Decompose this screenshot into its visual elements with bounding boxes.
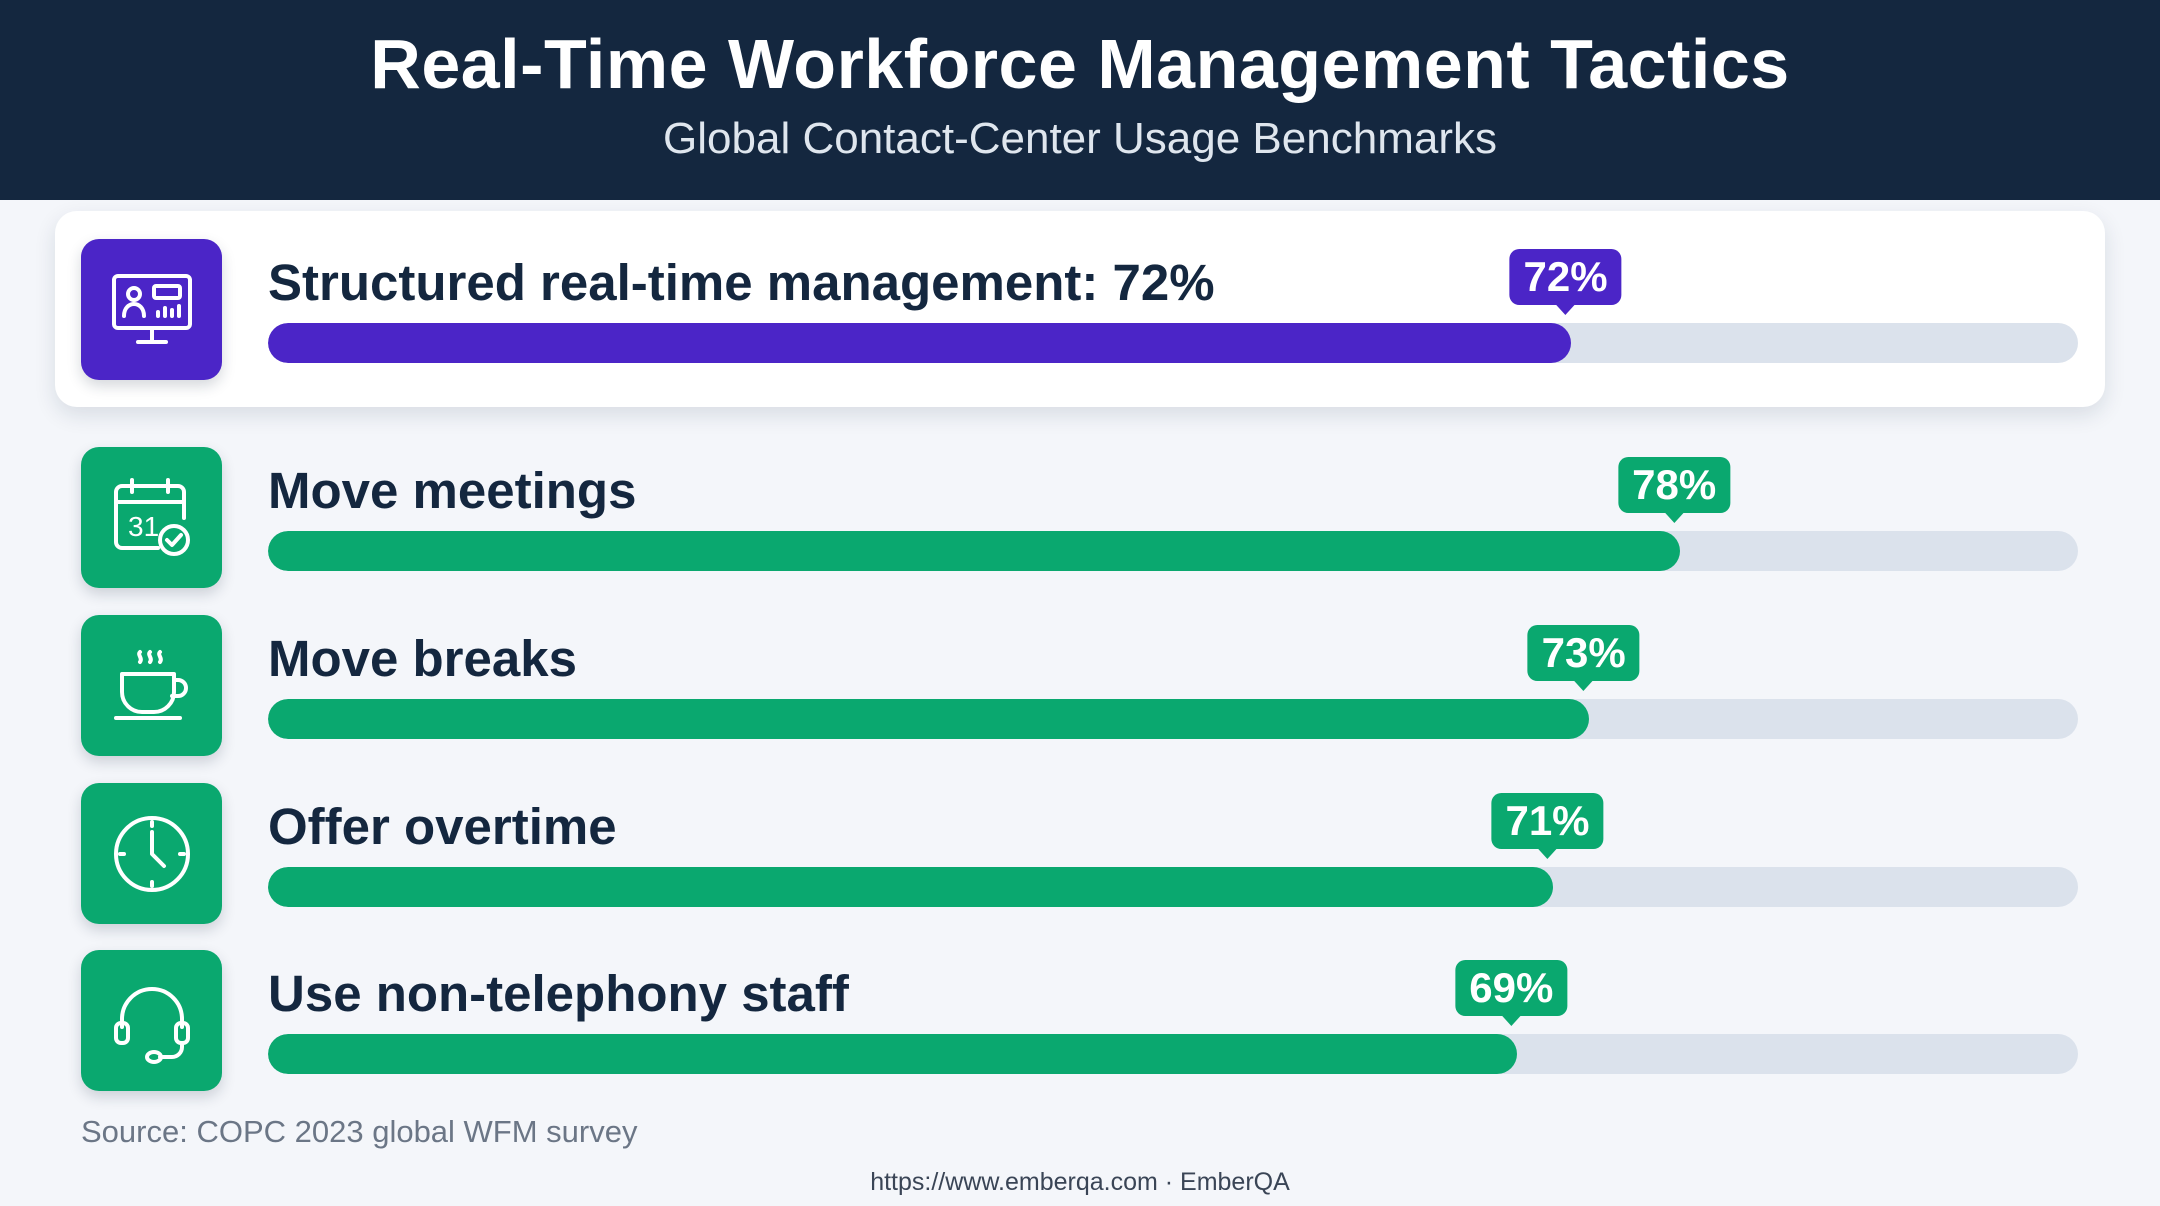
bar-track <box>268 867 2078 907</box>
svg-text:31: 31 <box>128 511 159 542</box>
header-banner: Real-Time Workforce Management Tactics G… <box>0 0 2160 200</box>
monitor-dashboard-icon <box>81 239 222 380</box>
footer-url: https://www.emberqa.com · EmberQA <box>870 1168 1290 1196</box>
value-badge: 69% <box>1455 960 1568 1026</box>
featured-card <box>55 211 2105 407</box>
calendar-check-icon: 31 <box>81 447 222 588</box>
bar-track <box>268 699 2078 739</box>
bar-fill <box>268 323 1572 363</box>
value-badge: 72% <box>1509 249 1622 315</box>
coffee-cup-icon <box>81 615 222 756</box>
chart-title: Real-Time Workforce Management Tactics <box>370 25 1790 103</box>
bar-label: Move breaks <box>268 630 577 687</box>
bar-track <box>268 323 2078 363</box>
value-badge: 71% <box>1491 793 1604 859</box>
bar-label: Structured real-time management: 72% <box>268 254 1215 311</box>
bar-label: Offer overtime <box>268 798 617 855</box>
source-note: Source: COPC 2023 global WFM survey <box>81 1114 638 1149</box>
bar-label: Move meetings <box>268 462 637 519</box>
chart-subtitle: Global Contact-Center Usage Benchmarks <box>663 114 1497 163</box>
bar-fill <box>268 1034 1517 1074</box>
bar-track <box>268 531 2078 571</box>
headset-icon <box>81 950 222 1091</box>
bar-label: Use non-telephony staff <box>268 965 849 1022</box>
value-badge: 73% <box>1527 625 1640 691</box>
bar-fill <box>268 699 1590 739</box>
value-badge: 78% <box>1618 457 1731 523</box>
bar-track <box>268 1034 2078 1074</box>
clock-icon <box>81 783 222 924</box>
bar-fill <box>268 867 1554 907</box>
bar-fill <box>268 531 1680 571</box>
